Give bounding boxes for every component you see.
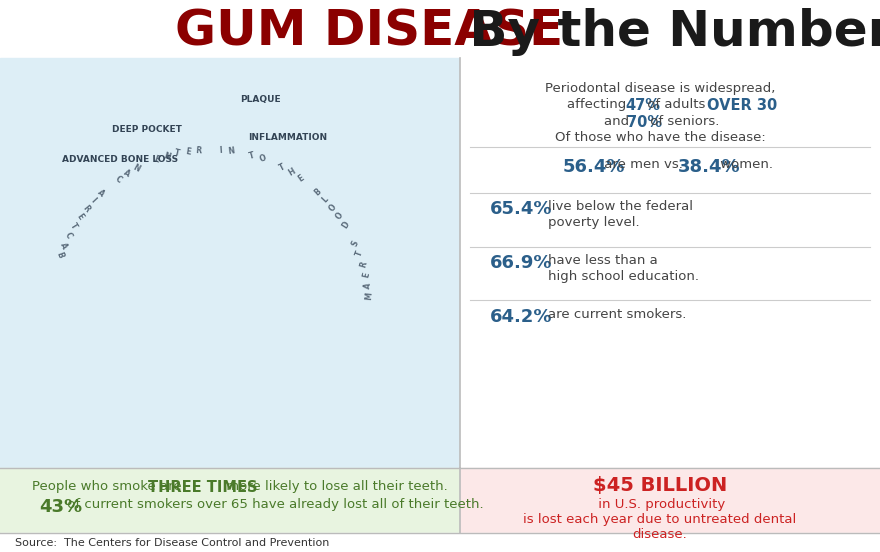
Text: E: E bbox=[152, 154, 160, 164]
Text: E: E bbox=[361, 271, 371, 278]
Bar bbox=[0, 0, 880, 58]
Text: in U.S. productivity: in U.S. productivity bbox=[594, 498, 726, 511]
Text: E: E bbox=[185, 147, 191, 156]
Text: By the Numbers: By the Numbers bbox=[452, 8, 880, 56]
Bar bbox=[460, 58, 880, 468]
Bar bbox=[0, 58, 460, 468]
Text: D: D bbox=[340, 220, 351, 230]
Text: live below the federal: live below the federal bbox=[548, 200, 693, 213]
Text: T: T bbox=[69, 221, 79, 231]
Text: T: T bbox=[173, 148, 180, 158]
Text: PLAQUE: PLAQUE bbox=[240, 95, 281, 104]
Text: 38.4%: 38.4% bbox=[678, 158, 741, 176]
Text: 66.9%: 66.9% bbox=[490, 254, 553, 272]
Text: THREE TIMES: THREE TIMES bbox=[148, 480, 257, 495]
Text: C: C bbox=[113, 174, 123, 184]
Text: B: B bbox=[312, 187, 323, 197]
Text: O: O bbox=[334, 211, 345, 221]
Text: O: O bbox=[258, 153, 267, 164]
Bar bbox=[460, 468, 880, 533]
Text: 64.2%: 64.2% bbox=[490, 308, 553, 326]
Text: OVER 30: OVER 30 bbox=[708, 98, 778, 113]
Text: women.: women. bbox=[715, 158, 773, 171]
Text: R: R bbox=[81, 203, 92, 214]
Text: T: T bbox=[248, 151, 256, 161]
Text: 56.4%: 56.4% bbox=[562, 158, 625, 176]
Text: of seniors.: of seniors. bbox=[646, 115, 719, 128]
Text: A: A bbox=[58, 241, 69, 250]
Text: $45 BILLION: $45 BILLION bbox=[593, 476, 727, 495]
Text: Periodontal disease is widespread,: Periodontal disease is widespread, bbox=[545, 82, 775, 95]
Text: affecting: affecting bbox=[568, 98, 631, 111]
Text: E: E bbox=[297, 173, 305, 183]
Text: of current smokers over 65 have already lost all of their teeth.: of current smokers over 65 have already … bbox=[63, 498, 484, 511]
Text: are current smokers.: are current smokers. bbox=[548, 308, 686, 321]
Text: are men vs.: are men vs. bbox=[600, 158, 687, 171]
Text: INFLAMMATION: INFLAMMATION bbox=[248, 133, 327, 142]
Text: S: S bbox=[350, 240, 361, 248]
Text: L: L bbox=[320, 194, 331, 204]
Text: A: A bbox=[96, 188, 106, 198]
Text: disease.: disease. bbox=[633, 528, 687, 541]
Text: 47%: 47% bbox=[625, 98, 660, 113]
Text: T: T bbox=[355, 250, 365, 258]
Text: 43%: 43% bbox=[40, 498, 83, 516]
Text: GUM DISEASE: GUM DISEASE bbox=[175, 8, 563, 56]
Text: 65.4%: 65.4% bbox=[490, 200, 553, 218]
Text: I: I bbox=[89, 197, 98, 204]
Text: Source:  The Centers for Disease Control and Prevention: Source: The Centers for Disease Control … bbox=[15, 538, 329, 548]
Text: B: B bbox=[55, 251, 65, 259]
Text: R: R bbox=[358, 260, 369, 268]
Text: A: A bbox=[363, 282, 373, 289]
Text: T: T bbox=[278, 162, 287, 173]
Text: is lost each year due to untreated dental: is lost each year due to untreated denta… bbox=[524, 513, 796, 526]
Text: of adults: of adults bbox=[643, 98, 710, 111]
Text: N: N bbox=[131, 162, 142, 173]
Text: 70%: 70% bbox=[627, 115, 663, 130]
Text: A: A bbox=[122, 168, 132, 179]
Text: and: and bbox=[604, 115, 634, 128]
Text: M: M bbox=[364, 292, 374, 300]
Text: Of those who have the disease:: Of those who have the disease: bbox=[554, 131, 766, 144]
Bar bbox=[0, 468, 460, 533]
Text: have less than a: have less than a bbox=[548, 254, 657, 267]
Text: C: C bbox=[63, 231, 74, 240]
Text: I: I bbox=[218, 146, 222, 155]
Text: O: O bbox=[327, 202, 338, 213]
Text: R: R bbox=[195, 146, 202, 155]
Text: E: E bbox=[75, 213, 85, 222]
Text: poverty level.: poverty level. bbox=[548, 216, 640, 229]
Text: N: N bbox=[162, 151, 171, 161]
Text: high school education.: high school education. bbox=[548, 270, 699, 283]
Bar bbox=[0, 533, 880, 552]
Text: more likely to lose all their teeth.: more likely to lose all their teeth. bbox=[223, 480, 448, 493]
Text: N: N bbox=[227, 146, 235, 156]
Text: DEEP POCKET: DEEP POCKET bbox=[112, 125, 182, 134]
Text: H: H bbox=[287, 167, 297, 178]
Text: People who smoke are: People who smoke are bbox=[32, 480, 186, 493]
Text: ADVANCED BONE LOSS: ADVANCED BONE LOSS bbox=[62, 155, 178, 164]
